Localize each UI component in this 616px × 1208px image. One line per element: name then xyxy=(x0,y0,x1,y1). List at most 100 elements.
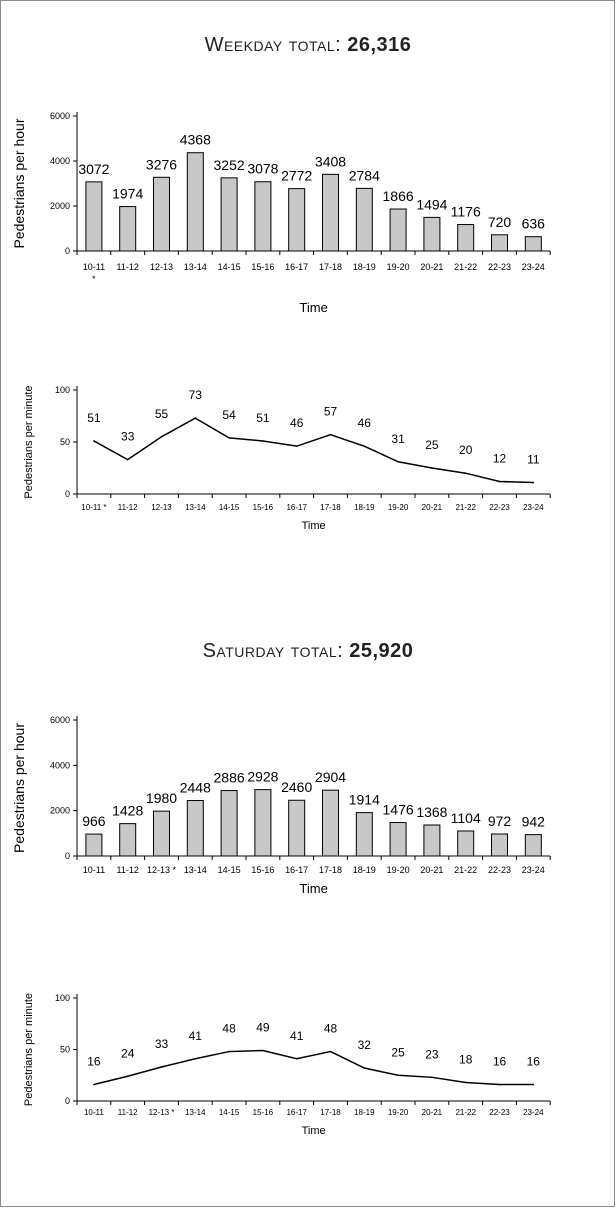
chart1-point xyxy=(464,472,467,475)
chart0-category-label: 13-14 xyxy=(184,262,207,272)
chart1-y-tick-label: 0 xyxy=(65,489,70,499)
chart3-data-label: 25 xyxy=(391,1045,405,1059)
chart3-data-label: 33 xyxy=(155,1037,169,1051)
chart2-category-label: 12-13 * xyxy=(147,865,177,875)
chart2-data-label: 2928 xyxy=(247,769,278,785)
chart1-category-label: 21-22 xyxy=(455,503,476,512)
chart1-category-label: 14-15 xyxy=(219,503,240,512)
chart3-category-label: 14-15 xyxy=(219,1108,240,1117)
chart0-category-label: 23-24 xyxy=(522,262,545,272)
chart3-data-label: 16 xyxy=(493,1055,507,1069)
chart1-category-label: 13-14 xyxy=(185,503,206,512)
chart0-category-label: 12-13 xyxy=(150,262,173,272)
chart0-data-label: 2784 xyxy=(349,167,380,183)
chart3-data-label: 23 xyxy=(425,1047,439,1061)
chart0-bar xyxy=(389,208,407,252)
chart1-point xyxy=(295,445,298,447)
chart3-point xyxy=(363,1067,366,1069)
chart0-category-label: 10-11 xyxy=(83,262,105,272)
chart1-category-label: 23-24 xyxy=(523,503,544,512)
chart0-bar xyxy=(254,181,272,252)
chart1-data-label: 31 xyxy=(391,432,405,446)
chart2-data-label: 1368 xyxy=(416,804,447,820)
chart3-data-label: 49 xyxy=(256,1021,270,1035)
chart0-data-label: 720 xyxy=(488,214,512,230)
chart2-bar xyxy=(153,810,170,857)
chart3-category-label: 15-16 xyxy=(253,1108,274,1117)
chart0-y-tick-label: 4000 xyxy=(50,156,70,166)
chart1-category-label: 17-18 xyxy=(320,503,341,512)
chart0-y-axis-title: Pedestrians per hour xyxy=(11,118,27,248)
chart2-data-label: 1428 xyxy=(112,803,143,819)
chart0-bar xyxy=(355,187,373,252)
chart3-data-label: 16 xyxy=(527,1055,541,1069)
chart0-data-label: 1866 xyxy=(383,188,414,204)
chart0-x-axis-title: Time xyxy=(299,300,327,315)
chart0-category-mark: * xyxy=(92,274,96,284)
chart3-y-tick-label: 50 xyxy=(60,1045,70,1055)
chart1-category-label: 18-19 xyxy=(354,503,375,512)
chart2-bar xyxy=(389,822,407,857)
chart1-category-label: 11-12 xyxy=(118,503,138,512)
chart3-category-label: 10-11 xyxy=(84,1108,104,1117)
chart0-y-tick-label: 0 xyxy=(65,246,70,256)
chart1-series-line xyxy=(93,417,534,484)
chart3-data-label: 24 xyxy=(121,1046,135,1060)
chart2-category-label: 11-12 xyxy=(117,865,139,875)
weekday-total-title: Weekday total: 26,316 xyxy=(0,34,616,57)
chart2-x-axis-title: Time xyxy=(299,881,327,896)
chart0-category-label: 21-22 xyxy=(454,262,477,272)
chart1-point xyxy=(194,417,197,419)
chart1-x-axis-title: Time xyxy=(302,520,326,532)
chart0-category-label: 17-18 xyxy=(319,262,342,272)
chart0-data-label: 636 xyxy=(522,216,546,232)
chart0-category-label: 19-20 xyxy=(387,262,410,272)
chart3-category-label: 23-24 xyxy=(523,1108,544,1117)
chart1-y-axis-title: Pedestrians per minute xyxy=(23,385,35,498)
chart0-data-label: 1176 xyxy=(451,204,481,220)
chart2-bar xyxy=(524,834,542,857)
chart0-bar xyxy=(186,152,204,252)
chart1-point xyxy=(126,458,129,461)
chart2-bar xyxy=(322,789,339,857)
chart3-category-label: 16-17 xyxy=(286,1108,307,1117)
chart1-point xyxy=(160,436,163,438)
chart2-data-label: 1980 xyxy=(146,790,177,806)
chart0-category-label: 15-16 xyxy=(251,262,274,272)
weekday-total-value: 26,316 xyxy=(347,34,412,56)
chart3-point xyxy=(93,1083,95,1086)
chart2-category-label: 18-19 xyxy=(353,865,376,875)
saturday-total-label: Saturday total: xyxy=(202,640,344,662)
chart1-data-label: 55 xyxy=(155,407,169,421)
chart0-bar xyxy=(119,206,137,252)
chart0-y-tick-label: 2000 xyxy=(50,201,70,211)
chart1-category-label: 10-11 * xyxy=(81,503,106,512)
chart3-data-label: 18 xyxy=(459,1052,473,1066)
chart3-y-axis-title: Pedestrians per minute xyxy=(23,993,35,1106)
chart2-bar xyxy=(119,823,137,857)
chart1-data-label: 20 xyxy=(459,443,473,457)
chart2-bar xyxy=(355,812,373,857)
chart3-data-label: 41 xyxy=(290,1029,304,1043)
chart3-data-label: 32 xyxy=(358,1038,372,1052)
chart3-category-label: 19-20 xyxy=(388,1108,409,1117)
chart1-point xyxy=(532,481,535,484)
chart3-point xyxy=(126,1075,129,1078)
chart3-point xyxy=(329,1050,332,1053)
chart2-data-label: 972 xyxy=(488,813,512,829)
chart3-category-label: 13-14 xyxy=(185,1108,206,1117)
chart3-category-label: 11-12 xyxy=(118,1108,138,1117)
chart0-bar xyxy=(85,181,103,252)
chart3-x-axis-title: Time xyxy=(302,1125,326,1137)
chart0-bar xyxy=(423,216,441,252)
chart3-category-label: 17-18 xyxy=(320,1108,341,1117)
chart2-category-label: 14-15 xyxy=(218,865,241,875)
chart2-bar xyxy=(220,790,238,857)
chart2-category-label: 16-17 xyxy=(285,865,308,875)
chart1-data-label: 54 xyxy=(222,408,236,422)
chart0-data-label: 3276 xyxy=(146,156,177,172)
chart2-data-label: 1104 xyxy=(451,810,481,826)
chart1-data-label: 46 xyxy=(358,416,372,430)
